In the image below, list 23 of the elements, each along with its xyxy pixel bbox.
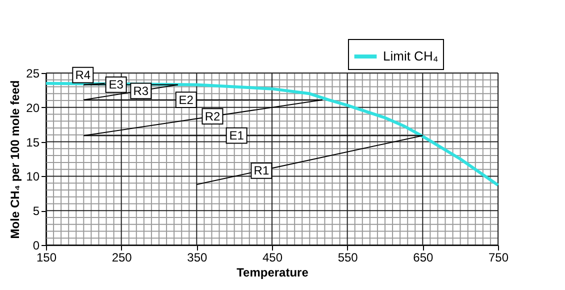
x-tick-label: 650 <box>413 250 434 264</box>
y-tick-label: 0 <box>32 238 40 252</box>
x-tick-label: 350 <box>187 250 208 264</box>
annotation: R3 <box>133 84 149 98</box>
x-tick-label: 250 <box>112 250 132 264</box>
x-tick-label: 550 <box>338 250 358 264</box>
y-tick-label: 25 <box>26 66 40 80</box>
annotation: E3 <box>108 78 124 92</box>
y-tick-label: 20 <box>26 100 40 115</box>
y-tick-label: 5 <box>32 204 40 218</box>
annotation: E1 <box>229 128 244 143</box>
annotation: E2 <box>178 92 194 107</box>
y-tick-label: 10 <box>26 170 40 184</box>
y-tick-label: 15 <box>26 135 40 150</box>
x-tick-label: 450 <box>262 250 283 264</box>
y-axis-title: Mole CH₄ per 100 mole feed <box>8 80 22 239</box>
x-tick-label: 150 <box>36 250 57 264</box>
x-axis-title: Temperature <box>236 266 309 280</box>
annotation: R4 <box>75 68 91 82</box>
annotation: R2 <box>204 109 220 124</box>
legend-label: Limit CH₄ <box>383 48 438 64</box>
x-tick-label: 750 <box>488 250 509 264</box>
annotation: R1 <box>254 164 270 178</box>
